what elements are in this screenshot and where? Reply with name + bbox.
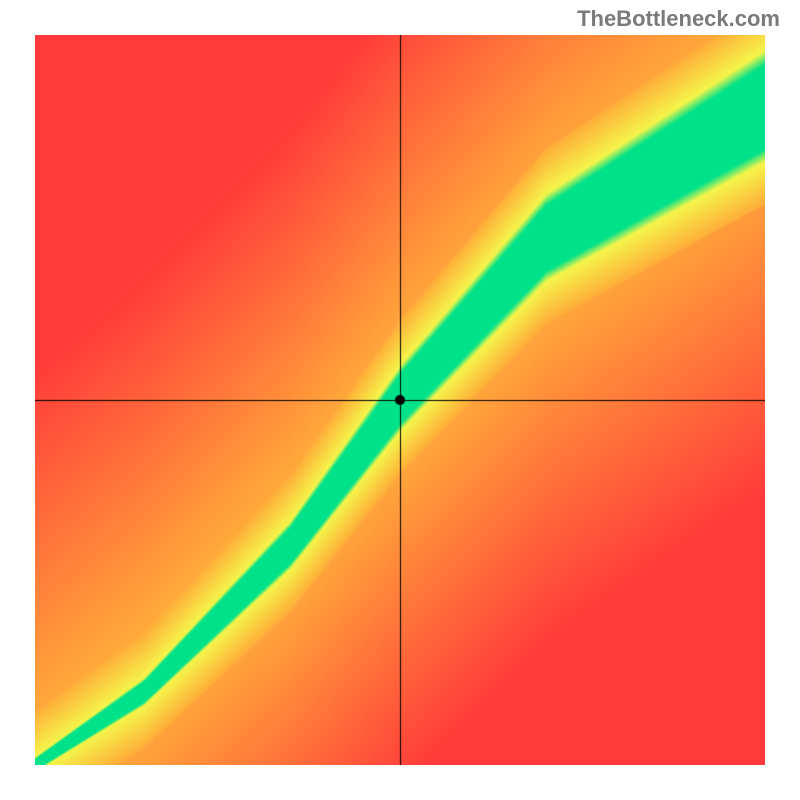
watermark-text: TheBottleneck.com: [577, 6, 780, 32]
bottleneck-heatmap: [35, 35, 765, 765]
heatmap-canvas: [35, 35, 765, 765]
